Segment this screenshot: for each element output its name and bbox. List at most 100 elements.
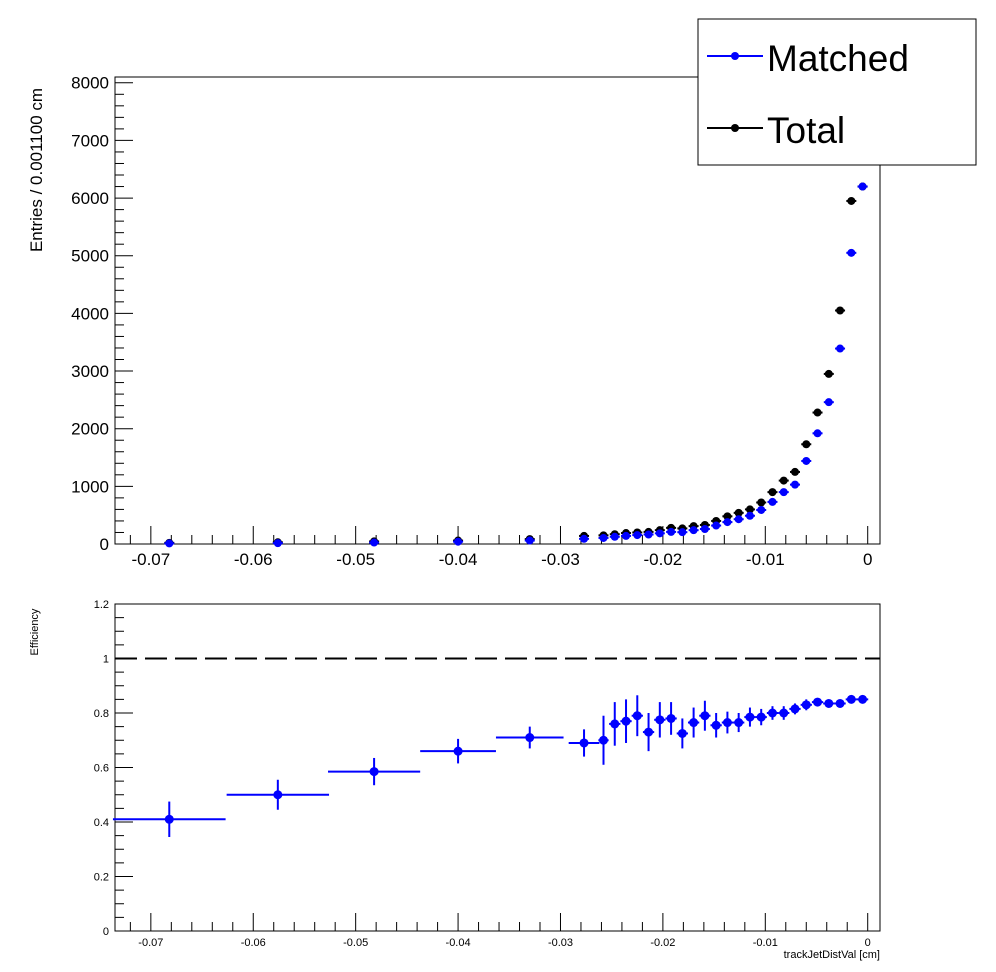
matched-point: [824, 398, 833, 407]
efficiency-point: [666, 713, 676, 723]
efficiency-point: [632, 711, 642, 721]
y-tick-label: 4000: [71, 304, 109, 323]
efficiency-point: [756, 712, 766, 722]
top-x-axis: -0.07 -0.06 -0.05 -0.04 -0.03 -0.02 -0.01 0: [129, 526, 872, 569]
matched-point: [712, 521, 721, 530]
matched-point: [791, 480, 799, 489]
matched-point: [813, 429, 822, 438]
legend-total-marker: [731, 124, 739, 132]
efficiency-point: [779, 708, 789, 718]
efficiency-point: [801, 700, 811, 710]
legend-box: [697, 18, 977, 166]
efficiency-point: [790, 704, 800, 714]
y-tick-label: 3000: [71, 362, 109, 381]
top-panel: 0 1000 2000 3000 4000 5000 6000 7000 8000 -0.07 -…: [27, 74, 881, 569]
efficiency-point: [610, 719, 620, 729]
efficiency-point: [767, 708, 777, 718]
x-tick-label: 0: [865, 937, 871, 949]
bottom-y-axis-label: Efficiency: [29, 608, 41, 655]
efficiency-point: [621, 716, 631, 726]
total-point: [779, 476, 788, 485]
series-matched: [164, 182, 868, 548]
matched-point: [847, 248, 856, 257]
matched-point: [858, 182, 867, 191]
efficiency-point: [644, 727, 654, 737]
bottom-x-axis: -0.07 -0.06 -0.05 -0.04 -0.03 -0.02 -0.01 0: [129, 913, 871, 949]
total-point: [836, 306, 845, 315]
y-tick-label: 0: [103, 926, 109, 938]
efficiency-point: [745, 712, 755, 722]
x-tick-label: -0.02: [650, 937, 675, 949]
efficiency-point: [273, 790, 283, 800]
x-tick-label: -0.07: [138, 937, 163, 949]
x-tick-label: -0.04: [439, 550, 478, 569]
matched-point: [273, 539, 282, 548]
efficiency-point: [824, 698, 834, 708]
x-tick-label: -0.06: [234, 550, 273, 569]
efficiency-point: [453, 746, 463, 756]
y-tick-label: 1.2: [94, 599, 109, 611]
matched-point: [580, 534, 589, 543]
total-point: [813, 408, 822, 417]
efficiency-point: [525, 733, 535, 743]
matched-point: [723, 518, 732, 527]
x-tick-label: -0.02: [644, 550, 683, 569]
matched-point: [734, 515, 743, 524]
efficiency-point: [598, 735, 608, 745]
bottom-panel: 00.20.40.60.811.2 -0.07 -0.06 -0.05 -0.04 -0…: [29, 599, 881, 961]
legend-matched-label: Matched: [767, 38, 909, 79]
x-tick-label: -0.07: [131, 550, 170, 569]
matched-point: [757, 505, 766, 514]
top-plot-frame: [114, 76, 881, 545]
y-tick-label: 2000: [71, 420, 109, 439]
efficiency-point: [734, 718, 744, 728]
matched-point: [667, 527, 676, 536]
matched-point: [779, 488, 788, 497]
y-tick-label: 7000: [71, 131, 109, 150]
y-tick-label: 5000: [71, 247, 109, 266]
matched-point: [599, 533, 608, 542]
top-y-axis: 0 1000 2000 3000 4000 5000 6000 7000 8000: [71, 74, 133, 554]
y-tick-label: 0.8: [94, 708, 109, 720]
y-tick-label: 1: [103, 653, 109, 665]
x-tick-label: 0: [863, 550, 872, 569]
matched-point: [655, 529, 664, 538]
efficiency-point: [846, 694, 856, 704]
efficiency-point: [369, 767, 379, 777]
matched-point: [802, 456, 811, 465]
efficiency-point: [835, 698, 845, 708]
y-tick-label: 8000: [71, 74, 109, 93]
matched-point: [768, 497, 777, 506]
efficiency-point: [164, 814, 174, 824]
total-point: [734, 508, 743, 517]
y-tick-label: 1000: [71, 477, 109, 496]
efficiency-point: [677, 728, 687, 738]
matched-point: [370, 538, 379, 547]
legend-entry-matched: Matched: [707, 38, 909, 79]
x-tick-label: -0.06: [241, 937, 266, 949]
matched-point: [644, 530, 653, 539]
y-tick-label: 6000: [71, 189, 109, 208]
x-tick-label: -0.04: [446, 937, 471, 949]
matched-point: [610, 532, 619, 541]
y-tick-label: 0: [100, 535, 109, 554]
bottom-x-axis-label: trackJetDistVal [cm]: [784, 949, 880, 961]
y-tick-label: 0.4: [94, 817, 109, 829]
x-tick-label: -0.05: [336, 550, 375, 569]
matched-point: [454, 537, 463, 546]
efficiency-point: [689, 718, 699, 728]
matched-point: [700, 525, 709, 534]
efficiency-point: [813, 697, 823, 707]
matched-point: [836, 344, 845, 353]
matched-point: [633, 531, 642, 540]
legend-matched-marker: [731, 52, 739, 60]
total-point: [802, 440, 811, 449]
y-tick-label: 0.2: [94, 871, 109, 883]
total-point: [824, 369, 833, 378]
total-point: [768, 488, 777, 497]
total-point: [745, 505, 754, 514]
total-point: [847, 196, 856, 205]
efficiency-point: [655, 715, 665, 725]
x-tick-label: -0.01: [753, 937, 778, 949]
